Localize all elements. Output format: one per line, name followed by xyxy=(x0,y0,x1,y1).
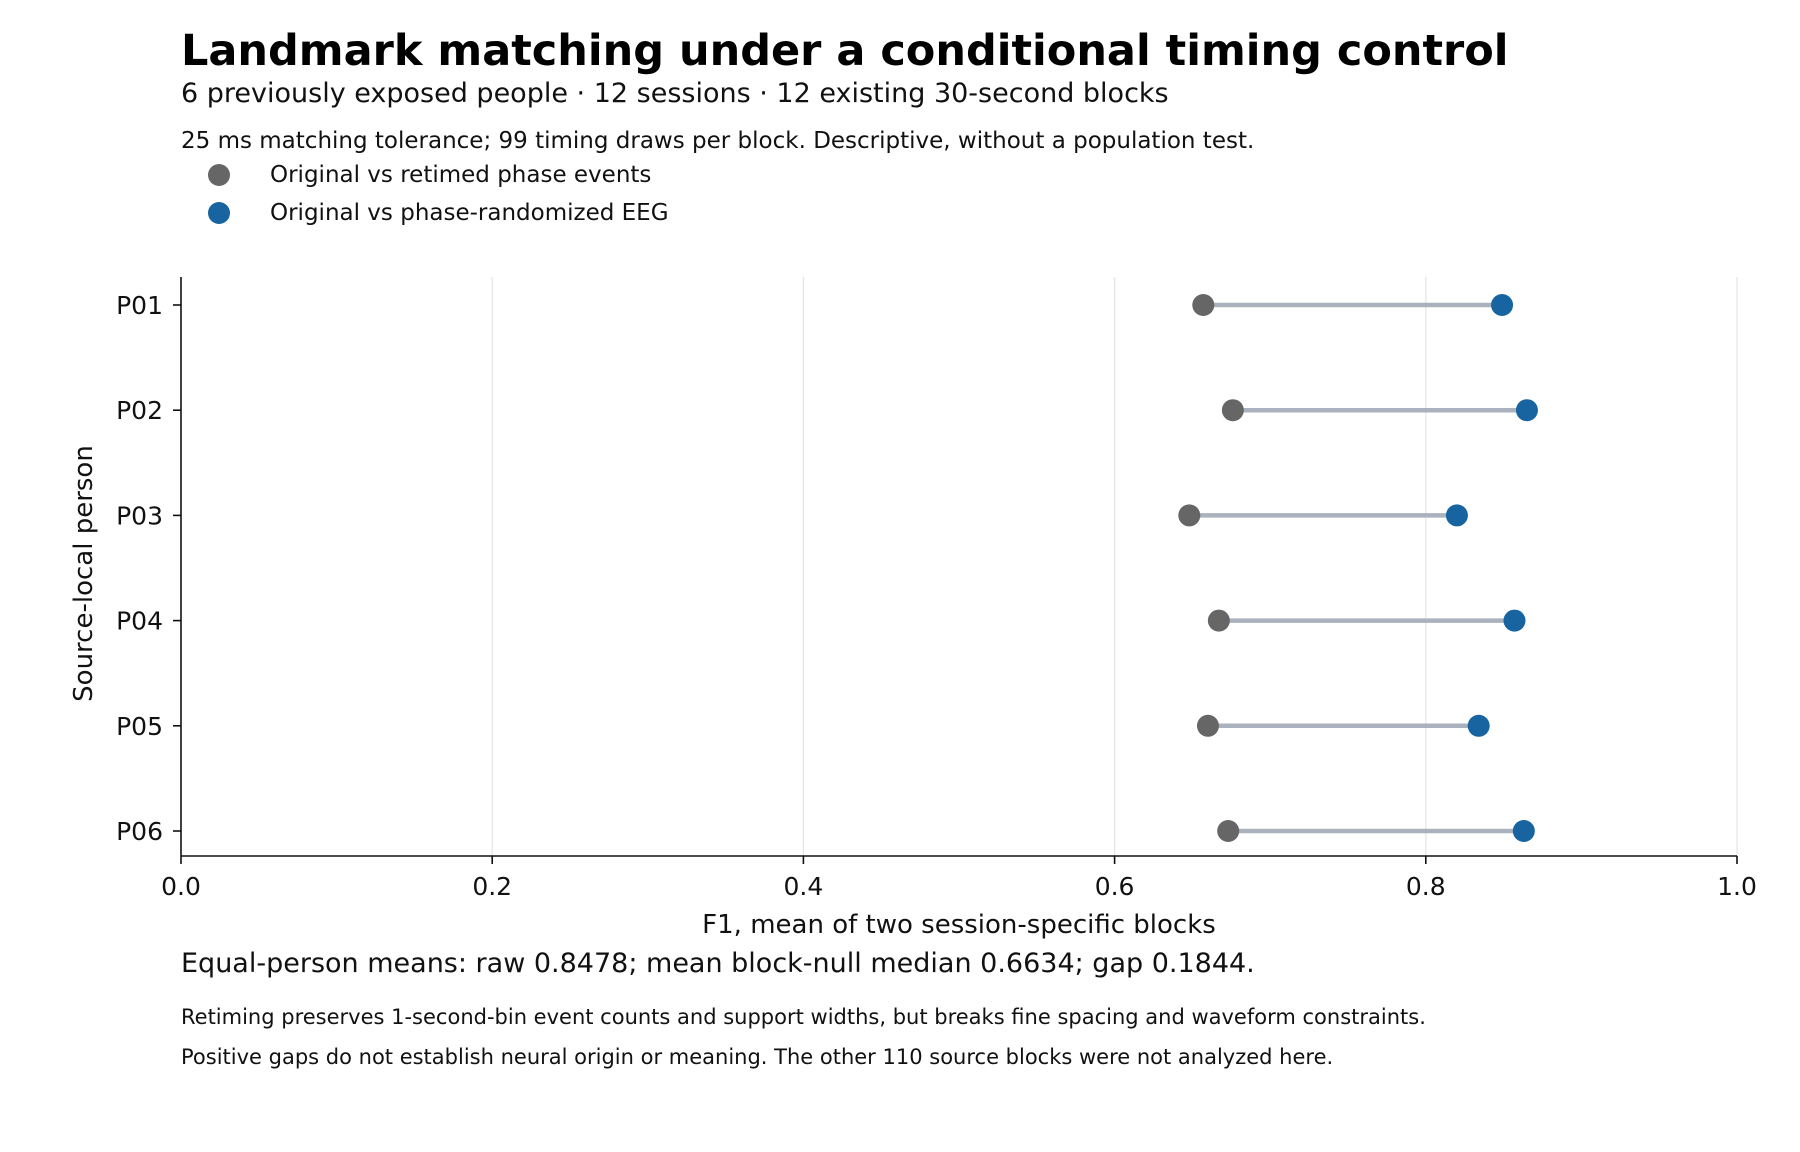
y-tick-label-P05: P05 xyxy=(116,712,163,741)
legend-item-retimed: Original vs retimed phase events xyxy=(208,160,651,190)
point-retimed-P06 xyxy=(1217,820,1240,842)
x-tick-label-4: 0.8 xyxy=(1406,872,1446,901)
footnote-2: Positive gaps do not establish neural or… xyxy=(181,1045,1334,1069)
point-retimed-P05 xyxy=(1196,714,1219,737)
legend-marker-phase-randomized xyxy=(208,202,230,224)
x-tick-label-5: 1.0 xyxy=(1717,872,1757,901)
y-tick-label-P01: P01 xyxy=(116,291,163,320)
point-retimed-P01 xyxy=(1192,294,1215,316)
point-phase-randomized-P04 xyxy=(1503,609,1526,632)
y-axis-label: Source-local person xyxy=(69,445,99,702)
legend-marker-retimed xyxy=(208,164,230,186)
point-retimed-P03 xyxy=(1178,504,1201,527)
point-phase-randomized-P01 xyxy=(1491,294,1514,316)
point-phase-randomized-P06 xyxy=(1512,820,1535,842)
chart-note: 25 ms matching tolerance; 99 timing draw… xyxy=(181,128,1255,154)
chart-title: Landmark matching under a conditional ti… xyxy=(181,26,1509,76)
x-tick-label-0: 0.0 xyxy=(161,872,201,901)
y-tick-label-P03: P03 xyxy=(116,501,163,530)
summary-text: Equal-person means: raw 0.8478; mean blo… xyxy=(181,948,1255,979)
x-tick-label-3: 0.6 xyxy=(1095,872,1135,901)
footnote-1: Retiming preserves 1-second-bin event co… xyxy=(181,1005,1426,1029)
x-axis-label: F1, mean of two session-specific blocks xyxy=(702,910,1216,940)
point-phase-randomized-P02 xyxy=(1515,399,1538,422)
legend-item-phase-randomized: Original vs phase-randomized EEG xyxy=(208,198,669,228)
legend-label-phase-randomized: Original vs phase-randomized EEG xyxy=(270,200,669,226)
point-retimed-P04 xyxy=(1207,609,1230,632)
point-phase-randomized-P05 xyxy=(1467,714,1490,737)
x-tick-label-1: 0.2 xyxy=(472,872,512,901)
point-retimed-P02 xyxy=(1221,399,1244,422)
x-tick-label-2: 0.4 xyxy=(784,872,824,901)
y-tick-label-P04: P04 xyxy=(116,607,163,636)
legend-label-retimed: Original vs retimed phase events xyxy=(270,162,652,188)
chart-subtitle: 6 previously exposed people · 12 session… xyxy=(181,78,1169,109)
point-phase-randomized-P03 xyxy=(1445,504,1468,527)
y-tick-label-P02: P02 xyxy=(116,396,163,425)
y-tick-label-P06: P06 xyxy=(116,817,163,846)
